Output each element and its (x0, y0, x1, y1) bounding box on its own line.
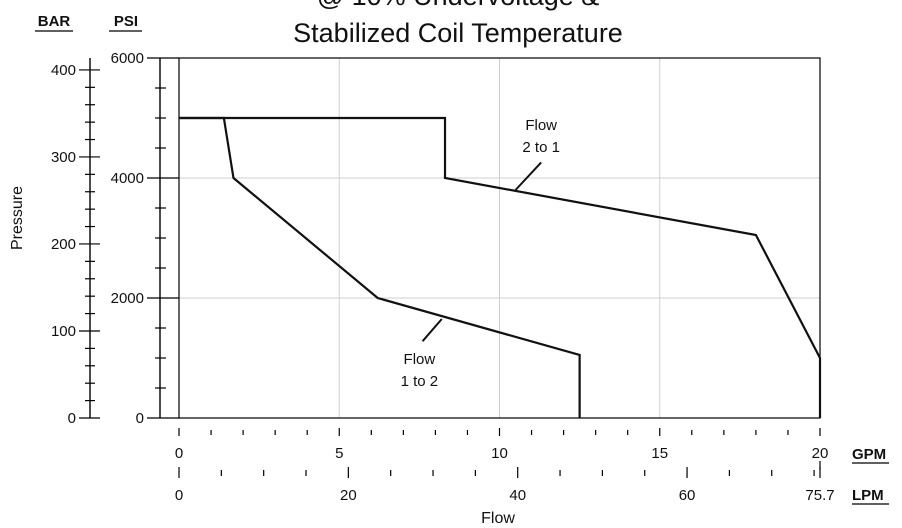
chart-title-line-2: Stabilized Coil Temperature (293, 18, 623, 48)
bar-tick-label: 100 (51, 323, 76, 340)
lpm-tick-label: 60 (679, 487, 696, 504)
series-annotation-label: 1 to 2 (401, 373, 439, 390)
lpm-tick-label: 0 (175, 487, 183, 504)
gpm-tick-label: 0 (175, 445, 183, 462)
bar-tick-label: 0 (68, 410, 76, 427)
x-axis-label: Flow (481, 510, 515, 527)
bar-tick-label: 200 (51, 236, 76, 253)
lpm-tick-label: 75.7 (805, 487, 834, 504)
series-annotation-label: Flow (404, 351, 436, 368)
gpm-tick-label: 10 (491, 445, 508, 462)
plot-frame (178, 57, 821, 419)
psi-tick-label: 0 (136, 410, 144, 427)
lpm-tick-label: 40 (509, 487, 526, 504)
gpm-unit-label: GPM (852, 446, 886, 463)
chart-title-line-1: @ 10% Undervoltage & (317, 0, 600, 11)
series-line-flow-2-to-1 (179, 116, 822, 418)
lpm-unit-label: LPM (852, 487, 884, 504)
series-annotation-label: Flow (525, 117, 557, 134)
y-axis-label: Pressure (9, 186, 26, 250)
gpm-tick-label: 5 (335, 445, 343, 462)
series-annotation-leader (514, 161, 542, 191)
series-annotation-leader (421, 318, 443, 342)
lpm-tick-label: 20 (340, 487, 357, 504)
series-annotation-label: 2 to 1 (522, 139, 560, 156)
bar-tick-label: 400 (51, 62, 76, 79)
bar-tick-label: 300 (51, 149, 76, 166)
bar-unit-label: BAR (38, 13, 71, 30)
psi-tick-label: 6000 (111, 50, 144, 67)
psi-tick-label: 4000 (111, 170, 144, 187)
series-line-flow-1-to-2 (179, 116, 581, 418)
gpm-tick-label: 15 (651, 445, 668, 462)
gpm-tick-label: 20 (812, 445, 829, 462)
psi-tick-label: 2000 (111, 290, 144, 307)
psi-unit-label: PSI (114, 13, 138, 30)
